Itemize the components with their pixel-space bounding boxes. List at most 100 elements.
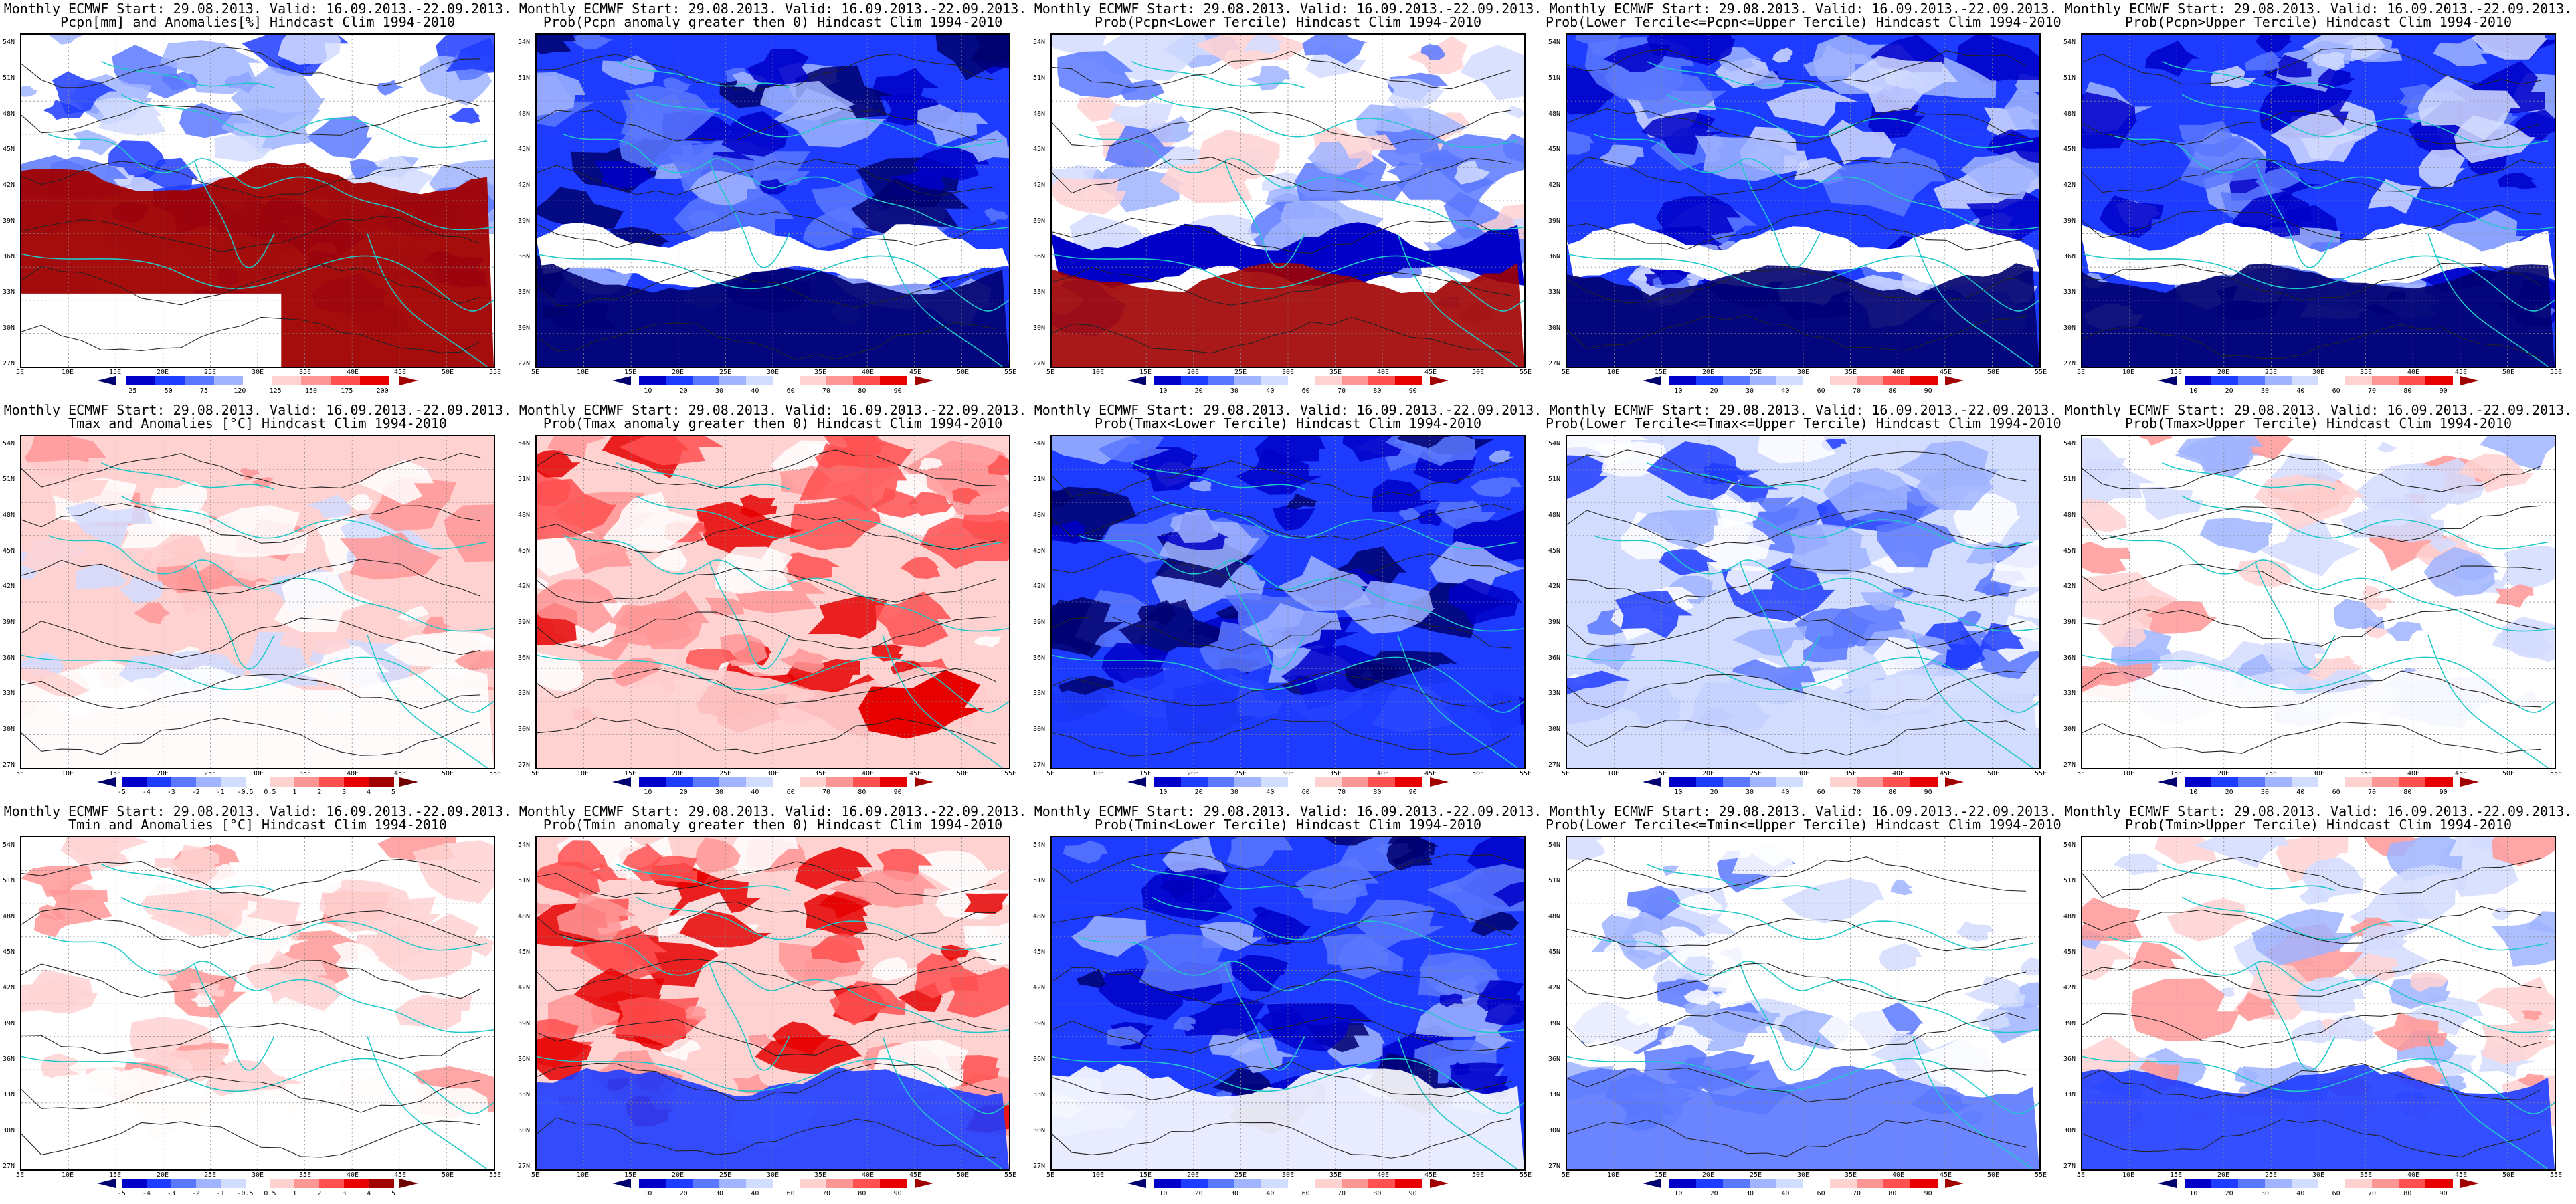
map-plot: [2081, 836, 2556, 1171]
colorbar-tick-label: 4: [367, 1190, 371, 1197]
lat-tick-label: 45N: [1033, 948, 1046, 956]
contour-line: [537, 1117, 996, 1159]
contour-line: [537, 668, 996, 705]
colorbar-tick-label: 30: [715, 789, 724, 796]
field-blob: [1105, 126, 1176, 168]
field-blob: [747, 49, 812, 88]
colorbar-tick-label: 2: [317, 1190, 322, 1197]
panel-subtitle: Prob(Pcpn<Lower Tercile) Hindcast Clim 1…: [1095, 15, 1481, 29]
colorbar-segment: [2265, 777, 2292, 787]
field-blob: [1757, 436, 1850, 464]
colorbar-max-arrow: [2460, 1179, 2479, 1188]
panel-subtitle: Pcpn[mm] and Anomalies[%] Hindcast Clim …: [60, 15, 455, 29]
field-blob: [331, 941, 379, 969]
colorbar-segment: [270, 777, 295, 787]
lon-tick-label: 40E: [1892, 1171, 1905, 1179]
field-blob: [154, 857, 176, 868]
field-blob: [1991, 539, 2039, 588]
field-blob: [810, 933, 865, 963]
field-blob: [21, 866, 94, 898]
panel-header: Monthly ECMWF Start: 29.08.2013. Valid: …: [519, 1, 1027, 16]
coastline: [120, 94, 488, 148]
contour-line: [1052, 906, 1511, 946]
field-blob: [804, 893, 868, 938]
colorbar-segment: [1288, 777, 1315, 787]
colorbar-segment: [853, 1179, 881, 1188]
coastline: [1646, 863, 1821, 892]
field-blob: [2015, 136, 2039, 163]
colorbar-tick-label: 20: [1710, 1190, 1718, 1197]
colorbar-segment: [1776, 376, 1804, 385]
field-blob: [2480, 436, 2555, 471]
colorbar-tick-label: 80: [1373, 387, 1382, 395]
field-blob: [2410, 972, 2449, 993]
coastline: [563, 535, 1009, 632]
field-blob: [679, 910, 771, 948]
colorbar-segment: [171, 1179, 197, 1188]
contour-line: [2082, 722, 2542, 754]
field-blob: [92, 97, 166, 136]
field-blob: [2348, 952, 2399, 981]
lat-tick-label: 42N: [2063, 984, 2076, 992]
field-blob: [1615, 590, 1693, 639]
field-blob: [454, 650, 494, 671]
colorbar-segment: [121, 1179, 147, 1188]
field-blob: [2278, 54, 2312, 78]
field-blob: [1454, 160, 1491, 185]
forecast-panel: Monthly ECMWF Start: 29.08.2013. Valid: …: [2061, 0, 2576, 401]
colorbar-segment: [2318, 777, 2346, 787]
lat-tick-label: 45N: [2063, 948, 2076, 956]
lat-tick-label: 39N: [1033, 217, 1046, 225]
colorbar-segment: [155, 376, 185, 385]
colorbar-segment: [2238, 777, 2266, 787]
contour-line: [21, 559, 481, 597]
field-blob: [2098, 610, 2153, 647]
coastline: [2161, 462, 2336, 490]
lat-tick-label: 27N: [3, 761, 15, 769]
colorbar-tick-label: 40: [1266, 387, 1275, 395]
lat-tick-label: 51N: [1548, 74, 1561, 82]
contour-line: [1052, 1118, 1511, 1159]
coastline: [1224, 161, 1305, 268]
field-blob: [21, 459, 110, 503]
colorbar-tick-label: 125: [269, 387, 282, 395]
colorbar: 10 20 30 40 60 70 80 90: [1127, 376, 1449, 395]
forecast-panel: Monthly ECMWF Start: 29.08.2013. Valid: …: [1030, 0, 1546, 401]
field-blob: [2176, 134, 2270, 189]
colorbar-segment: [1368, 1179, 1396, 1188]
lat-tick-label: 39N: [3, 217, 15, 225]
lon-tick-label: 55E: [2549, 369, 2563, 376]
colorbar-segment: [1883, 1179, 1911, 1188]
colorbar-tick-label: 4: [367, 789, 371, 796]
field-blob: [1823, 468, 1913, 521]
field-blob: [1399, 507, 1421, 521]
lat-tick-label: 30N: [2063, 725, 2076, 733]
lat-tick-label: 39N: [518, 217, 531, 225]
lon-tick-label: 10E: [576, 770, 589, 777]
colorbar-segment: [294, 1179, 320, 1188]
field-blob: [612, 599, 695, 646]
lat-tick-label: 48N: [1548, 511, 1561, 519]
colorbar-tick-label: 60: [786, 387, 795, 395]
colorbar-segment: [331, 376, 361, 385]
field-blob: [1795, 608, 1877, 650]
field-blob: [919, 517, 1009, 569]
colorbar-segment: [800, 1179, 827, 1188]
forecast-panel: Monthly ECMWF Start: 29.08.2013. Valid: …: [0, 0, 515, 401]
colorbar-tick-label: 30: [2260, 387, 2270, 395]
lon-tick-label: 20E: [671, 770, 684, 777]
panel-subtitle: Tmin and Anomalies [°C] Hindcast Clim 19…: [68, 817, 447, 832]
coastline: [882, 1036, 1003, 1169]
map-plot: [2081, 33, 2556, 368]
lat-tick-label: 54N: [1033, 39, 1046, 46]
contour-line: [1052, 157, 1511, 194]
colorbar-tick-label: 80: [858, 1190, 866, 1197]
lon-tick-label: 55E: [488, 1171, 502, 1179]
lat-tick-label: 27N: [2063, 761, 2076, 769]
field-blob: [695, 837, 741, 874]
colorbar-tick-label: 40: [751, 387, 759, 395]
lon-tick-label: 45E: [1424, 770, 1437, 777]
field-blob: [1604, 846, 1674, 884]
field-blob: [2472, 35, 2548, 60]
lon-tick-label: 15E: [1654, 1171, 1667, 1179]
